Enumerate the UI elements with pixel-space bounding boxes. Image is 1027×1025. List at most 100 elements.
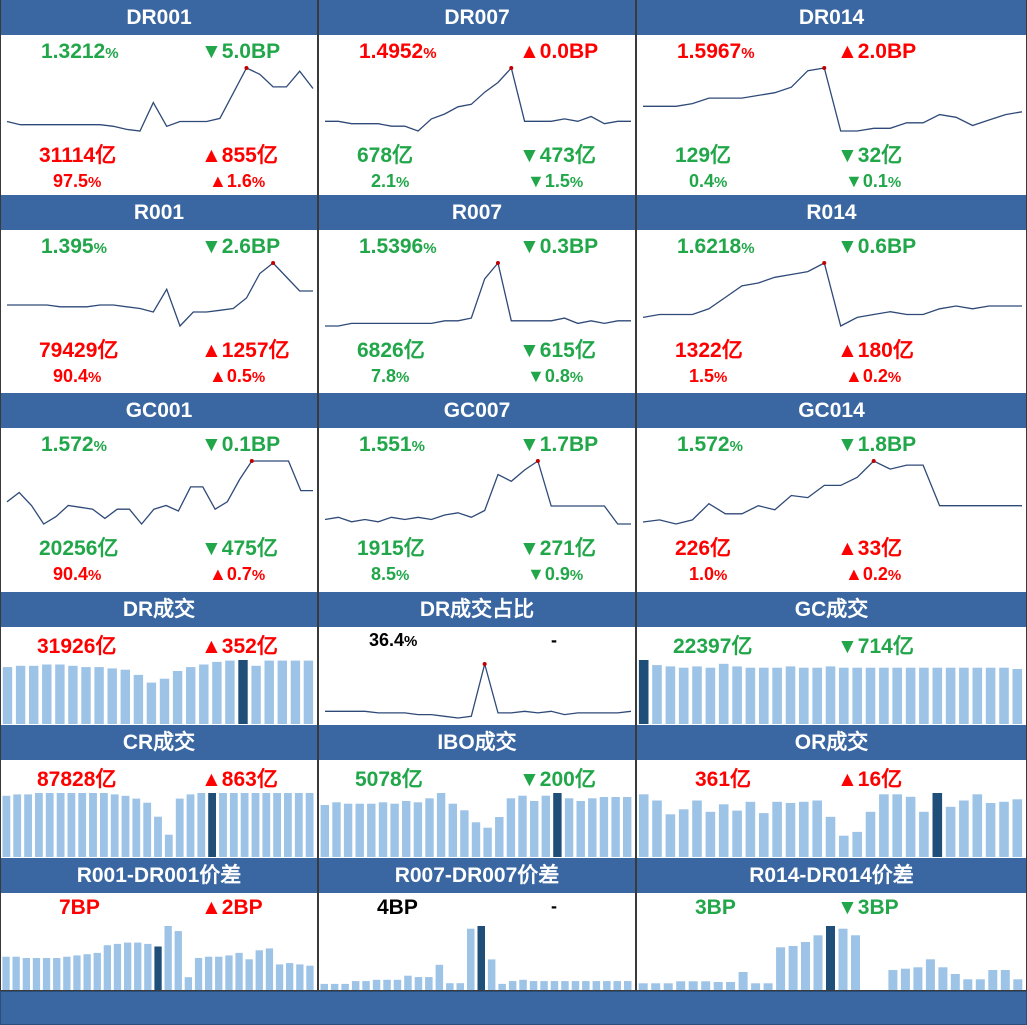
- bar-chart-bar: [812, 800, 822, 857]
- bar-chart-bar: [726, 982, 736, 990]
- bar-chart-bar: [905, 796, 916, 857]
- bar-chart-bar: [225, 955, 233, 990]
- share-value: 90.4%: [53, 564, 101, 585]
- volume-change-value: 32亿: [857, 144, 903, 167]
- bar-chart-bar: [900, 968, 910, 990]
- bar-chart-bar: [950, 974, 960, 990]
- bar-chart-bar: [638, 794, 649, 857]
- share-change-arrow-icon: ▼: [527, 366, 545, 386]
- volume-change-arrow-icon: ▲: [837, 537, 858, 560]
- bar-chart-bar: [186, 794, 195, 857]
- bar-chart-bar: [745, 667, 756, 724]
- bar-chart-bar: [2, 956, 10, 990]
- volume-value: 79429亿: [39, 339, 119, 362]
- bar-chart-bar: [495, 817, 504, 857]
- rate-sparkline: [7, 261, 313, 328]
- bar-chart-bar: [100, 793, 108, 857]
- rate-change: ▼0.6BP: [837, 235, 916, 259]
- bar-chart-bar: [89, 793, 97, 857]
- share-value: 8.5%: [371, 564, 409, 585]
- bar-chart-bar: [296, 964, 304, 990]
- share-value-unit: %: [396, 174, 410, 191]
- change-value-arrow-icon: ▼: [837, 635, 858, 658]
- rate-value: 1.4952%: [359, 40, 437, 64]
- bar-chart-bar: [550, 981, 559, 990]
- bar-chart-bar: [143, 802, 152, 857]
- rate-value-unit: %: [105, 45, 119, 62]
- bar-chart-bar: [1000, 970, 1010, 990]
- bar-chart-bar: [2, 667, 13, 724]
- volume-value-unit: %: [404, 633, 418, 650]
- share-change-value: 1.5: [544, 171, 570, 191]
- bar-chart-bar: [519, 979, 527, 990]
- share-value-unit: %: [714, 369, 728, 386]
- panel-title: DR001: [1, 0, 317, 35]
- bar-chart-bar: [678, 809, 689, 857]
- bar-chart-bar: [320, 805, 329, 857]
- bar-chart-bar: [663, 983, 673, 990]
- change-value-arrow-icon: ▲: [201, 896, 222, 919]
- change-value-arrow-icon: ▼: [837, 896, 858, 919]
- panel-title: R014: [637, 195, 1026, 230]
- bar-chart-bar: [81, 667, 91, 724]
- bar-chart-bar: [383, 979, 391, 990]
- rate-value: 1.6218%: [677, 235, 755, 259]
- bar-chart-bar: [972, 794, 983, 857]
- bar-chart-bar: [932, 667, 943, 724]
- volume-change-value: 615亿: [539, 339, 596, 362]
- volume-change: ▼473亿: [519, 139, 596, 169]
- bar-chart-bar: [772, 667, 782, 724]
- bar-chart-bar: [362, 981, 370, 990]
- rate-change-value: 0.3BP: [539, 235, 599, 258]
- bar-chart-bar: [732, 666, 742, 724]
- change-value-value: 200亿: [539, 768, 596, 791]
- change-value-arrow-icon: ▲: [201, 768, 222, 791]
- bar-chart-bar: [68, 665, 78, 724]
- bar-chart-bar: [390, 803, 399, 857]
- bar-chart-bar: [286, 963, 294, 990]
- bar-chart-bar: [852, 831, 862, 857]
- share-change-value: 0.5: [226, 366, 252, 386]
- bar-chart-bar: [110, 794, 119, 857]
- volume-value-value: 36.4: [369, 630, 405, 650]
- bar-chart-bar: [613, 981, 621, 990]
- bar-chart-bar: [219, 793, 227, 857]
- volume-change-arrow-icon: ▼: [519, 537, 540, 560]
- share-value: 7.8%: [371, 366, 409, 387]
- share-value-value: 8.5: [371, 564, 397, 584]
- share-value-unit: %: [714, 567, 728, 584]
- bar-chart-bar: [985, 667, 996, 724]
- share-value-value: 2.1: [371, 171, 397, 191]
- bar-chart-bar: [688, 981, 698, 990]
- rate-sparkline: [642, 459, 1022, 525]
- bar-chart-bar: [718, 804, 729, 857]
- bar-chart-bar: [133, 674, 144, 724]
- bar-chart-bar: [913, 967, 923, 990]
- panel-title: R001: [1, 195, 317, 230]
- bar-chart-bar: [623, 797, 632, 857]
- rate-value: 1.572%: [41, 433, 107, 457]
- share-value-value: 90.4: [53, 564, 89, 584]
- bar-chart-bar: [1012, 799, 1023, 857]
- bar-chart-bar: [945, 806, 956, 857]
- bar-chart-bar: [692, 666, 702, 724]
- volume-value: 1915亿: [357, 537, 425, 560]
- share-change-arrow-icon: ▲: [209, 564, 227, 584]
- share-value-unit: %: [88, 369, 102, 386]
- volume-value: 6826亿: [357, 339, 425, 362]
- change-value-arrow-icon: ▼: [519, 768, 540, 791]
- share-change: ▼0.1%: [845, 171, 901, 192]
- share-change-unit: %: [251, 567, 266, 584]
- bar-chart-bar: [212, 661, 222, 724]
- bar-chart-bar: [759, 813, 769, 857]
- volume-change-arrow-icon: ▼: [201, 537, 222, 560]
- bar-chart-bar: [652, 665, 662, 724]
- bar-chart-bar: [676, 981, 686, 990]
- panel-title: DR014: [637, 0, 1026, 35]
- bar-chart-bar: [154, 816, 162, 857]
- bar-chart-bar: [159, 678, 170, 724]
- rate-sparkline-max-marker: [271, 261, 276, 265]
- change-value-arrow-icon: ▲: [837, 768, 858, 791]
- volume-value: 7BP: [59, 896, 100, 919]
- bar-chart-bar: [24, 794, 32, 857]
